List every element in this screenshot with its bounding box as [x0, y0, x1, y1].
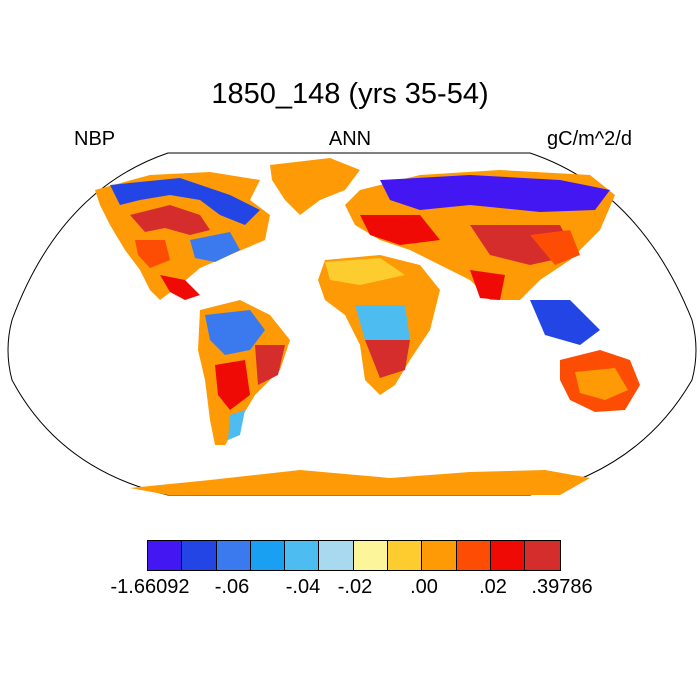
colorbar-swatch — [182, 541, 217, 570]
colorbar-label: .00 — [410, 576, 438, 598]
australia-interior — [575, 368, 628, 400]
colorbar-swatch — [422, 541, 457, 570]
colorbar-swatch — [456, 541, 491, 570]
colorbar-labels: -1.66092 -.06 -.04 -.02 .00 .02 .39786 — [0, 576, 700, 606]
colorbar-swatch — [353, 541, 389, 570]
colorbar-label: -.06 — [214, 576, 250, 598]
season-label: ANN — [328, 128, 372, 150]
colorbar-swatch — [285, 541, 320, 570]
antarctica — [130, 470, 590, 495]
colorbar-label: -.04 — [285, 576, 321, 598]
colorbar-swatch — [490, 541, 526, 570]
colorbar-label: -1.66092 — [110, 576, 190, 598]
north-america — [95, 172, 270, 300]
colorbar-label: .02 — [479, 576, 507, 598]
colorbar-swatch — [388, 541, 423, 570]
south-america — [198, 300, 290, 445]
units-label: gC/m^2/d — [547, 128, 632, 150]
colorbar-swatch — [216, 541, 251, 570]
colorbar-swatch — [148, 541, 183, 570]
colorbar-swatch — [319, 541, 354, 570]
colorbar-label: -.02 — [337, 576, 373, 598]
variable-label: NBP — [74, 128, 116, 150]
colorbar-swatch — [525, 541, 560, 570]
greenland — [270, 158, 360, 215]
colorbar-label: .39786 — [531, 576, 593, 598]
colorbar-swatch — [250, 541, 286, 570]
africa — [318, 255, 440, 395]
plot-title: 1850_148 (yrs 35-54) — [211, 78, 489, 110]
colorbar — [147, 540, 561, 571]
eurasia — [345, 170, 615, 345]
